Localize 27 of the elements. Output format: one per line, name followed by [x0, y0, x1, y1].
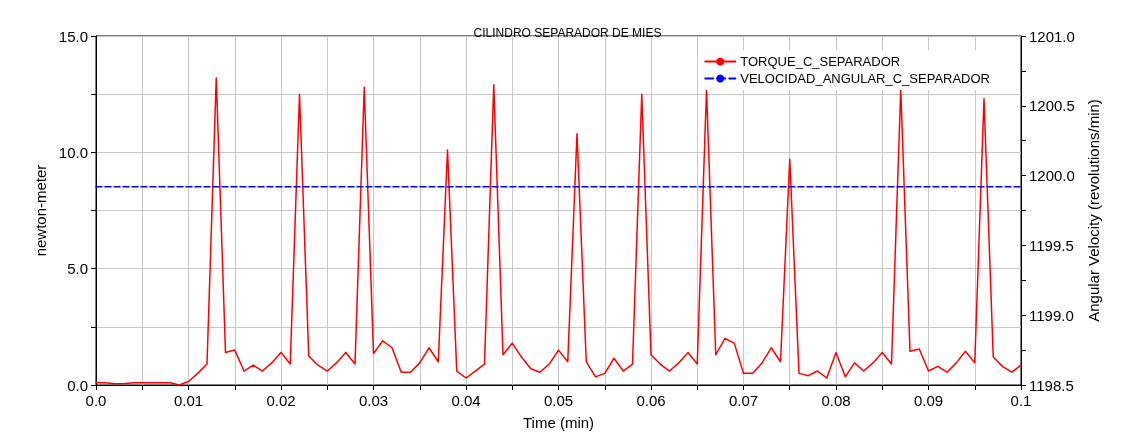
chart-title: CILINDRO SEPARADOR DE MIES — [473, 26, 662, 40]
y2-tick-label: 1199.0 — [1029, 306, 1074, 324]
x-tick-label: 0.09 — [913, 392, 944, 409]
x-tick-label: 0.03 — [358, 392, 389, 409]
y2-tick-label: 1198.5 — [1029, 376, 1074, 394]
x-tick-label: 0.01 — [173, 392, 204, 409]
x-axis-title: Time (min) — [522, 414, 595, 431]
x-tick-label: 0.1 — [1010, 392, 1032, 409]
x-tick-label: 0.06 — [636, 392, 666, 409]
x-tick-label: 0.04 — [451, 392, 481, 409]
x-tick-label: 0.02 — [266, 392, 296, 409]
x-tick-label: 0.0 — [85, 392, 107, 409]
y-axis-title: newton-meter — [31, 164, 49, 257]
y2-axis-title: Angular Velocity (revolutions/min) — [1084, 99, 1102, 322]
x-tick-label: 0.07 — [728, 392, 759, 409]
y-tick-label: 5.0 — [67, 260, 88, 278]
x-tick-label: 0.08 — [821, 392, 851, 409]
y-tick-label: 15.0 — [58, 27, 88, 45]
y2-tick-label: 1200.0 — [1029, 167, 1075, 185]
y2-tick-label: 1199.5 — [1029, 236, 1074, 254]
x-tick-label: 0.05 — [543, 392, 574, 409]
y-tick-label: 0.0 — [67, 376, 88, 394]
y2-tick-label: 1200.5 — [1029, 97, 1075, 115]
y-tick-label: 10.0 — [58, 143, 88, 161]
legend-label: TORQUE_C_SEPARADOR — [740, 54, 901, 69]
legend-label: VELOCIDAD_ANGULAR_C_SEPARADOR — [740, 71, 991, 86]
y2-tick-label: 1201.0 — [1029, 27, 1075, 45]
